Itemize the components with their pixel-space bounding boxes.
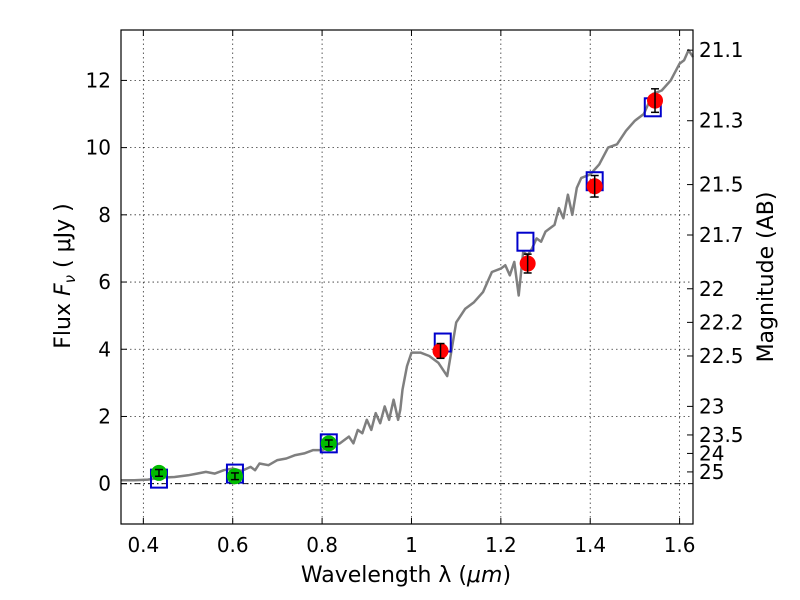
y-right-tick-label: 22 [699, 277, 724, 301]
model-spectrum-group [121, 48, 695, 482]
x-tick-label: 1.2 [485, 533, 517, 557]
y-right-tick-label: 23.5 [699, 423, 744, 447]
x-tick-label: 0.4 [127, 533, 159, 557]
markers-group [149, 88, 664, 489]
ticks-group [121, 30, 693, 524]
tick-labels-group: 0.4 0.6 0.8 1 1.2 1.4 1.602468101221.121.321.5… [86, 38, 744, 557]
y-right-tick-label: 22.5 [699, 344, 744, 368]
y-right-tick-label: 24 [699, 441, 724, 465]
y-right-tick-label: 21.7 [699, 223, 744, 247]
y-tick-label: 6 [98, 270, 111, 294]
x-tick-label: 1.4 [574, 533, 606, 557]
x-tick-label: 0.8 [306, 533, 338, 557]
y-tick-label: 0 [98, 472, 111, 496]
model-point-marker [516, 231, 535, 252]
y-tick-label: 4 [98, 337, 111, 361]
y-tick-label: 10 [86, 136, 111, 160]
x-tick-label: 1 [405, 533, 418, 557]
y-right-tick-label: 22.2 [699, 310, 744, 334]
y-right-tick-label: 21.1 [699, 38, 744, 62]
x-tick-label: 0.6 [217, 533, 249, 557]
x-axis-label: Wavelength λ (μm) [301, 563, 511, 588]
plot-frame [120, 29, 694, 525]
y-right-tick-label: 21.3 [699, 109, 744, 133]
y-tick-label: 2 [98, 404, 111, 428]
x-tick-label: 1.6 [664, 533, 696, 557]
y-right-tick-label: 23 [699, 394, 724, 418]
y-tick-label: 12 [86, 68, 111, 92]
y-right-tick-label: 25 [699, 460, 724, 484]
grid [121, 30, 693, 524]
y-axis-right-label: Magnitude (AB) [754, 192, 779, 363]
y-right-tick-label: 21.5 [699, 173, 744, 197]
model-spectrum-line [121, 48, 695, 482]
y-axis-label: Flux Fν ( μJy ) [51, 203, 79, 348]
y-tick-label: 8 [98, 203, 111, 227]
